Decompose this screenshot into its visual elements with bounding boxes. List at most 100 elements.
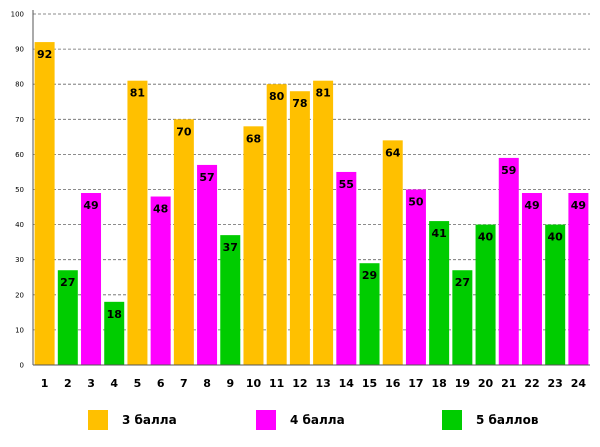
y-tick-label-70: 70 [15,116,24,124]
legend-label-5: 5 баллов [476,413,539,427]
data-label-20: 40 [478,231,494,244]
x-tick-label-16: 16 [385,377,401,390]
x-tick-label-24: 24 [571,377,587,390]
data-label-15: 29 [362,269,377,282]
data-label-7: 70 [176,125,192,138]
legend-item-4: 4 балла [256,410,345,430]
x-tick-label-10: 10 [246,377,262,390]
data-label-18: 41 [431,227,446,240]
bar-23 [545,224,566,365]
bar-8 [197,164,218,365]
data-label-24: 49 [571,199,586,212]
data-label-21: 59 [501,164,516,177]
y-tick-label-100: 100 [11,11,24,19]
x-tick-label-13: 13 [315,377,330,390]
data-label-12: 78 [292,97,307,110]
bar-7 [173,119,194,365]
data-label-2: 27 [60,276,75,289]
bar-11 [266,84,287,365]
x-tick-label-17: 17 [408,377,423,390]
data-label-8: 57 [199,171,214,184]
x-tick-label-20: 20 [478,377,494,390]
bar-9 [220,235,241,365]
y-tick-label-0: 0 [20,362,24,370]
legend-item-3: 3 балла [88,410,177,430]
gridlines [33,13,590,331]
x-tick-label-1: 1 [41,377,49,390]
bar-18 [429,221,450,365]
x-tick-label-8: 8 [203,377,211,390]
x-tick-label-7: 7 [180,377,188,390]
bar-3 [81,193,102,365]
x-tick-label-14: 14 [339,377,355,390]
y-axis-ticks: 0 10 20 30 40 50 60 70 80 90 100 [11,11,24,370]
bar-12 [289,91,310,365]
bar-13 [313,80,334,365]
data-label-14: 55 [339,178,354,191]
bar-19 [452,270,473,365]
data-label-17: 50 [408,196,424,209]
bar-10 [243,126,264,365]
bars [34,42,589,366]
bar-2 [57,270,78,365]
legend: 3 балла 4 балла 5 баллов [0,410,600,440]
data-label-11: 80 [269,90,285,103]
data-label-1: 92 [37,48,52,61]
legend-item-5: 5 баллов [442,410,538,430]
data-label-3: 49 [83,199,98,212]
x-tick-label-12: 12 [292,377,307,390]
data-label-9: 37 [223,241,238,254]
x-tick-label-23: 23 [548,377,563,390]
bar-16 [382,140,403,365]
y-tick-label-30: 30 [15,256,24,264]
data-label-22: 49 [524,199,539,212]
x-tick-label-19: 19 [455,377,470,390]
bar-15 [359,263,380,365]
legend-swatch-3 [88,410,108,430]
data-label-10: 68 [246,132,261,145]
bar-1 [34,42,55,366]
bar-24 [568,193,589,365]
data-label-4: 18 [107,308,122,321]
bar-14 [336,171,357,365]
x-tick-label-11: 11 [269,377,284,390]
data-label-23: 40 [548,231,564,244]
legend-swatch-4 [256,410,276,430]
bar-21 [498,157,519,365]
data-label-19: 27 [455,276,470,289]
x-tick-label-4: 4 [110,377,118,390]
legend-swatch-5 [442,410,462,430]
legend-label-4: 4 балла [290,413,345,427]
y-tick-label-90: 90 [15,46,24,54]
bar-6 [150,196,171,365]
legend-label-3: 3 балла [122,413,177,427]
y-tick-label-10: 10 [15,326,24,334]
bar-4 [104,301,125,365]
bar-22 [521,193,542,365]
data-label-5: 81 [130,87,145,100]
bar-5 [127,80,148,365]
data-label-6: 48 [153,203,168,216]
y-tick-label-20: 20 [15,291,24,299]
y-tick-label-80: 80 [15,81,24,89]
x-tick-label-22: 22 [524,377,539,390]
x-tick-label-2: 2 [64,377,72,390]
x-tick-label-6: 6 [157,377,165,390]
x-tick-label-15: 15 [362,377,377,390]
bar-17 [405,189,426,365]
y-tick-label-60: 60 [15,151,24,159]
x-tick-label-3: 3 [87,377,95,390]
y-tick-label-50: 50 [15,186,24,194]
data-labels: 92 27 49 18 81 48 70 57 37 68 80 78 81 55 29 64 50 41 27 40… [37,48,586,321]
x-tick-label-21: 21 [501,377,516,390]
data-label-16: 64 [385,146,401,159]
bar-20 [475,224,496,365]
axes [32,10,590,366]
x-tick-label-5: 5 [134,377,142,390]
x-axis-ticks: 1 2 3 4 5 6 7 8 9 10 11 12 13 14 15 16 17 18 19 20 21 22 23 24 [41,377,587,390]
y-tick-label-40: 40 [15,221,24,229]
x-tick-label-18: 18 [431,377,446,390]
data-label-13: 81 [315,87,330,100]
x-tick-label-9: 9 [226,377,234,390]
